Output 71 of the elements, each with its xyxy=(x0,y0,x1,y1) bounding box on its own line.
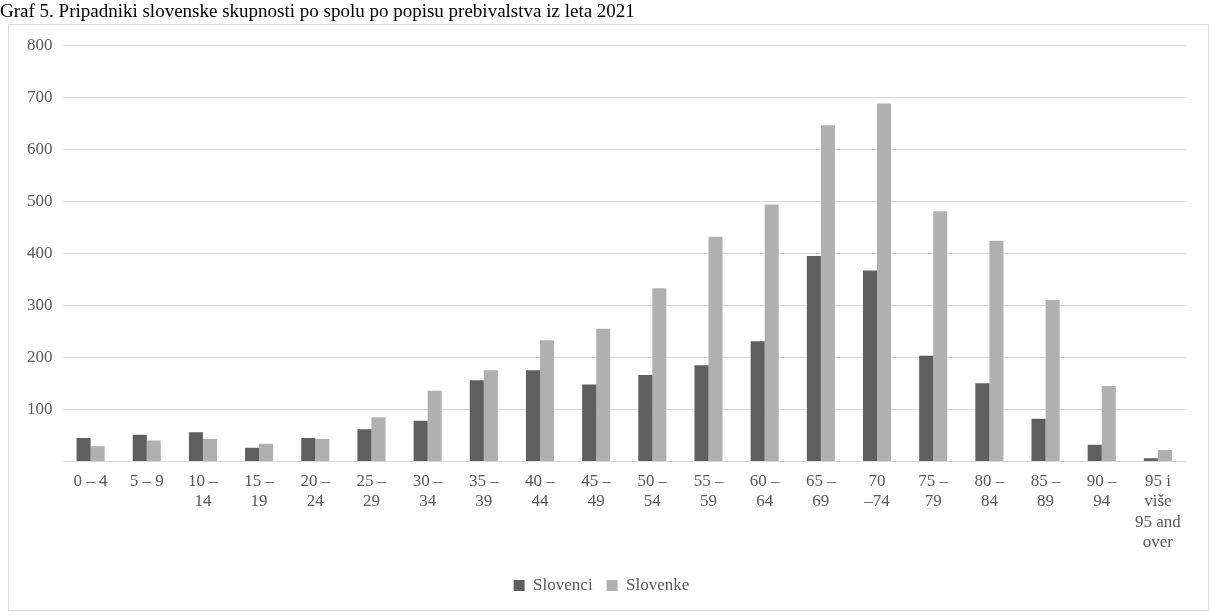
bar xyxy=(820,125,835,461)
bar xyxy=(989,240,1004,461)
x-tick-label: 55 – 59 xyxy=(693,471,724,511)
bar xyxy=(975,383,990,461)
chart-title: Graf 5. Pripadniki slovenske skupnosti po spolu po popisu prebivalstva iz leta 2021 xyxy=(0,0,636,22)
y-tick-label: 400 xyxy=(27,242,53,262)
x-tick-label: 75 – 79 xyxy=(918,471,949,511)
legend-label: Slovenke xyxy=(626,574,690,594)
bar xyxy=(582,384,597,461)
bar xyxy=(76,437,91,461)
bar xyxy=(652,288,667,461)
x-tick-label: 95 i više 95 and over xyxy=(1135,471,1182,552)
bar xyxy=(525,370,540,461)
bar xyxy=(862,270,878,461)
x-tick-label: 80 – 84 xyxy=(974,471,1005,511)
bar xyxy=(146,440,161,461)
bar xyxy=(315,439,330,461)
x-tick-label: 65 – 69 xyxy=(805,471,837,511)
bar xyxy=(1045,300,1060,461)
bar xyxy=(806,255,821,461)
y-tick-label: 100 xyxy=(27,398,53,418)
x-tick-label: 0 – 4 xyxy=(73,471,109,491)
y-tick-label: 700 xyxy=(27,86,53,106)
bar xyxy=(1143,458,1158,461)
x-tick-label: 50 – 54 xyxy=(637,471,668,511)
bar xyxy=(750,341,765,461)
bar xyxy=(132,434,147,461)
bar xyxy=(596,328,611,461)
bar xyxy=(357,429,372,461)
bar xyxy=(877,103,892,461)
y-tick-label: 300 xyxy=(27,294,53,314)
bar xyxy=(371,417,386,461)
bar xyxy=(539,340,555,461)
x-tick-label: 85 – 89 xyxy=(1030,471,1061,511)
bar xyxy=(413,420,428,461)
bar xyxy=(694,365,709,461)
x-tick-label: 45 – 49 xyxy=(581,471,612,511)
bar xyxy=(301,437,316,461)
bar xyxy=(483,370,498,461)
x-tick-label: 15 – 19 xyxy=(244,471,275,511)
bar xyxy=(427,390,442,461)
bar xyxy=(919,355,934,461)
bar xyxy=(1157,449,1172,461)
y-tick-label: 500 xyxy=(27,190,53,210)
y-tick-label: 200 xyxy=(27,346,53,366)
bar xyxy=(90,446,105,461)
x-tick-label: 30 – 34 xyxy=(412,471,444,511)
y-tick-label: 800 xyxy=(27,34,53,54)
bar xyxy=(638,375,653,461)
x-tick-label: 40 – 44 xyxy=(525,471,556,511)
bar xyxy=(202,439,217,461)
x-tick-label: 25 – 29 xyxy=(356,471,387,511)
bar xyxy=(933,211,948,461)
bar xyxy=(469,380,484,461)
x-tick-label: 90 – 94 xyxy=(1086,471,1118,511)
bar xyxy=(1101,385,1116,461)
x-tick-label: 20 – 24 xyxy=(300,471,331,511)
x-tick-label: 5 – 9 xyxy=(129,471,164,491)
bar xyxy=(259,443,274,461)
bar xyxy=(1031,418,1046,461)
legend-label: Slovenci xyxy=(533,574,593,594)
y-tick-label: 600 xyxy=(27,138,53,158)
bar xyxy=(245,447,260,461)
x-tick-label: 70 –74 xyxy=(863,471,891,511)
bar xyxy=(188,432,203,461)
x-tick-label: 60 – 64 xyxy=(749,471,781,511)
x-tick-label: 10 – 14 xyxy=(188,471,219,511)
x-tick-label: 35 – 39 xyxy=(468,471,500,511)
bar xyxy=(764,204,779,461)
bar xyxy=(1087,444,1102,461)
bar xyxy=(708,236,723,461)
